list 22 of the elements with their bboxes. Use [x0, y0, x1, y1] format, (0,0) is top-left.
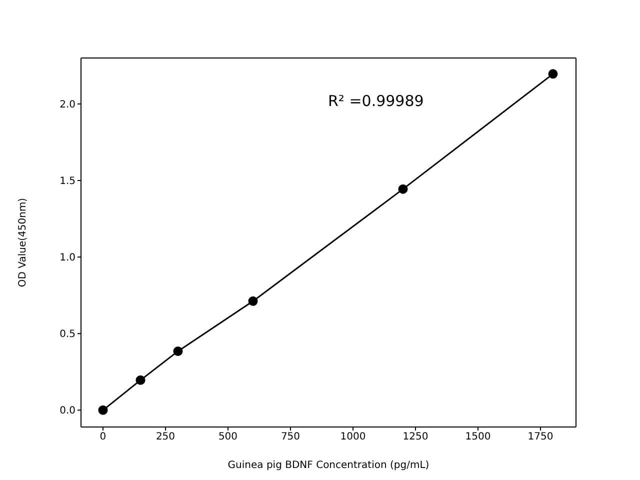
x-tick-label: 500	[218, 432, 238, 443]
y-tick-label: 2.0	[60, 99, 76, 110]
point	[548, 69, 558, 79]
x-axis-title: Guinea pig BDNF Concentration (pg/mL)	[228, 460, 430, 471]
y-tick-label: 1.5	[60, 176, 76, 188]
x-tick-label: 1250	[402, 432, 428, 443]
x-tick-label: 250	[156, 432, 176, 443]
x-tick-label: 1000	[340, 432, 366, 443]
x-tick-label: 750	[280, 432, 300, 443]
x-tick-label: 1500	[465, 432, 491, 443]
annotation: R² =0.99989	[328, 92, 424, 110]
point	[398, 184, 408, 194]
point	[173, 346, 183, 356]
y-axis-title: OD Value(450nm)	[18, 198, 29, 288]
point	[98, 405, 108, 415]
y-tick-label: 0.5	[60, 329, 76, 340]
y-tick-label: 0.0	[60, 406, 76, 417]
x-tick-label: 1750	[528, 432, 554, 443]
y-tick-label: 1.0	[60, 252, 76, 264]
point	[136, 375, 146, 385]
point	[248, 296, 258, 306]
x-tick-label: 0	[100, 432, 106, 443]
